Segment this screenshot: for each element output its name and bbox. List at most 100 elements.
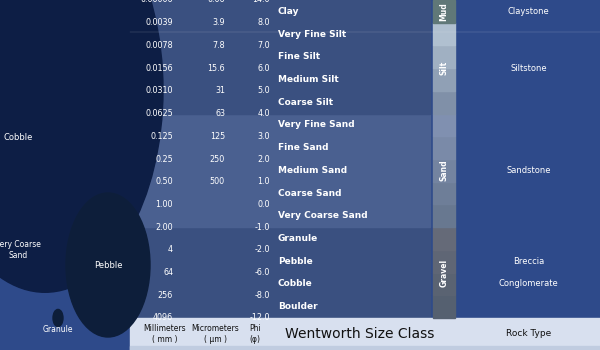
Bar <box>457 113 600 136</box>
Bar <box>130 0 270 23</box>
Text: Granule: Granule <box>278 234 318 243</box>
Bar <box>270 91 430 113</box>
Bar <box>130 113 270 136</box>
Text: Fine Silt: Fine Silt <box>278 52 320 61</box>
Text: 0.00006: 0.00006 <box>140 0 173 5</box>
Bar <box>130 91 270 113</box>
Bar <box>457 273 600 295</box>
Bar <box>433 159 455 182</box>
Text: Very Coarse
Sand: Very Coarse Sand <box>0 240 41 260</box>
Text: Fine Sand: Fine Sand <box>278 143 329 152</box>
Bar <box>270 204 430 227</box>
Text: 6.0: 6.0 <box>257 64 270 73</box>
Bar <box>130 346 600 350</box>
Bar <box>130 46 270 68</box>
Text: Very Fine Silt: Very Fine Silt <box>278 29 346 38</box>
Bar <box>433 295 455 318</box>
Text: Conglomerate: Conglomerate <box>499 279 559 288</box>
Text: Micrometers
( μm ): Micrometers ( μm ) <box>191 324 239 344</box>
Bar <box>130 250 270 273</box>
Text: 0.0078: 0.0078 <box>145 41 173 50</box>
Ellipse shape <box>66 193 150 337</box>
Text: Breccia: Breccia <box>513 257 544 266</box>
Text: -1.0: -1.0 <box>254 223 270 232</box>
Text: Clay: Clay <box>278 7 299 16</box>
Bar <box>130 182 270 204</box>
Text: Boulder: Boulder <box>278 302 317 311</box>
Ellipse shape <box>53 309 63 327</box>
Text: Coarse Silt: Coarse Silt <box>278 98 333 107</box>
Text: 500: 500 <box>210 177 225 186</box>
Text: -6.0: -6.0 <box>254 268 270 277</box>
Text: 63: 63 <box>215 109 225 118</box>
Text: Medium Silt: Medium Silt <box>278 75 339 84</box>
Text: 8.0: 8.0 <box>257 18 270 27</box>
Bar <box>130 295 270 318</box>
Text: 0.125: 0.125 <box>150 132 173 141</box>
Text: Granule: Granule <box>43 326 73 335</box>
Bar <box>457 227 600 250</box>
Text: Very Coarse Sand: Very Coarse Sand <box>278 211 368 220</box>
Bar <box>457 91 600 113</box>
Text: Siltstone: Siltstone <box>510 64 547 73</box>
Bar <box>130 318 600 350</box>
Text: 4: 4 <box>168 245 173 254</box>
Text: Pebble: Pebble <box>94 260 122 270</box>
Text: Rock Type: Rock Type <box>506 329 551 338</box>
Text: -2.0: -2.0 <box>254 245 270 254</box>
Bar <box>457 182 600 204</box>
Text: Mud: Mud <box>439 2 449 21</box>
Bar <box>433 136 455 159</box>
Text: 0.50: 0.50 <box>155 177 173 186</box>
Bar <box>270 113 430 136</box>
Text: 5.0: 5.0 <box>257 86 270 95</box>
Text: 0.06: 0.06 <box>208 0 225 5</box>
Text: 14.0: 14.0 <box>253 0 270 5</box>
Text: 31: 31 <box>215 86 225 95</box>
Bar <box>433 91 455 113</box>
Bar <box>457 23 600 46</box>
Bar <box>130 68 270 91</box>
Text: Cobble: Cobble <box>278 279 313 288</box>
Bar <box>433 113 455 136</box>
Text: Wentworth Size Class: Wentworth Size Class <box>286 327 434 341</box>
Bar <box>433 273 455 295</box>
Bar <box>270 159 430 182</box>
Bar <box>130 136 270 159</box>
Bar <box>270 182 430 204</box>
Text: 0.0625: 0.0625 <box>145 109 173 118</box>
Text: 0.0310: 0.0310 <box>146 86 173 95</box>
Text: 4096: 4096 <box>153 314 173 322</box>
Text: 0.0039: 0.0039 <box>145 18 173 27</box>
Text: 15.6: 15.6 <box>208 64 225 73</box>
Text: 2.0: 2.0 <box>257 154 270 163</box>
Bar <box>457 204 600 227</box>
Text: 3.0: 3.0 <box>257 132 270 141</box>
Text: -12.0: -12.0 <box>250 314 270 322</box>
Text: Coarse Sand: Coarse Sand <box>278 189 341 197</box>
Bar <box>433 0 455 23</box>
Bar <box>270 250 430 273</box>
Bar <box>270 68 430 91</box>
Bar <box>270 0 430 23</box>
Text: 4.0: 4.0 <box>257 109 270 118</box>
Bar <box>433 46 455 68</box>
Bar <box>270 227 430 250</box>
Bar <box>130 227 270 250</box>
Bar <box>457 0 600 23</box>
Text: 256: 256 <box>158 291 173 300</box>
Text: 3.9: 3.9 <box>212 18 225 27</box>
Bar <box>457 295 600 318</box>
Bar <box>270 23 430 46</box>
Text: Claystone: Claystone <box>508 7 550 16</box>
Text: 64: 64 <box>163 268 173 277</box>
Bar <box>270 273 430 295</box>
Text: Millimeters
( mm ): Millimeters ( mm ) <box>143 324 187 344</box>
Text: 0.0: 0.0 <box>257 200 270 209</box>
Bar <box>270 295 430 318</box>
Bar <box>457 68 600 91</box>
Ellipse shape <box>0 0 163 292</box>
Text: Very Fine Sand: Very Fine Sand <box>278 120 355 130</box>
Text: 1.00: 1.00 <box>155 200 173 209</box>
Text: 250: 250 <box>210 154 225 163</box>
